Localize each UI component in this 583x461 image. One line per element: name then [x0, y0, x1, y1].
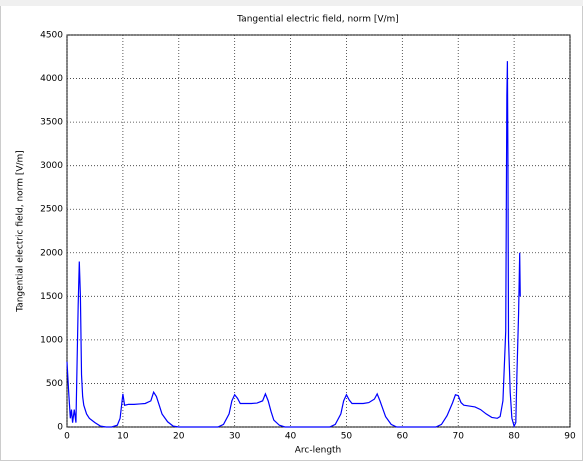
y-tick-label: 3000 — [40, 161, 63, 171]
window-top — [0, 0, 583, 6]
y-tick-label: 1500 — [40, 292, 63, 302]
x-tick-label: 70 — [452, 432, 464, 442]
y-tick-label: 500 — [46, 379, 63, 389]
chart-title: Tangential electric field, norm [V/m] — [236, 15, 399, 25]
x-tick-label: 50 — [341, 432, 353, 442]
plot-area — [66, 34, 571, 428]
y-tick-label: 1000 — [40, 335, 63, 345]
x-tick-label: 60 — [397, 432, 409, 442]
x-tick-label: 90 — [564, 432, 576, 442]
y-tick-label: 2500 — [40, 205, 63, 215]
x-tick-label: 40 — [285, 432, 297, 442]
x-tick-label: 0 — [64, 432, 70, 442]
y-tick-label: 4500 — [40, 31, 63, 41]
y-tick-label: 4000 — [40, 74, 63, 84]
data-line — [66, 61, 521, 428]
x-axis-label: Arc-length — [295, 446, 342, 456]
y-tick-label: 2000 — [40, 248, 63, 258]
y-tick-label: 3500 — [40, 118, 63, 128]
x-tick-label: 30 — [229, 432, 241, 442]
x-tick-label: 10 — [117, 432, 129, 442]
y-tick-label: 0 — [57, 423, 63, 433]
x-tick-label: 80 — [508, 432, 520, 442]
x-tick-label: 20 — [173, 432, 185, 442]
y-axis-label: Tangential electric field, norm [V/m] — [16, 150, 26, 313]
